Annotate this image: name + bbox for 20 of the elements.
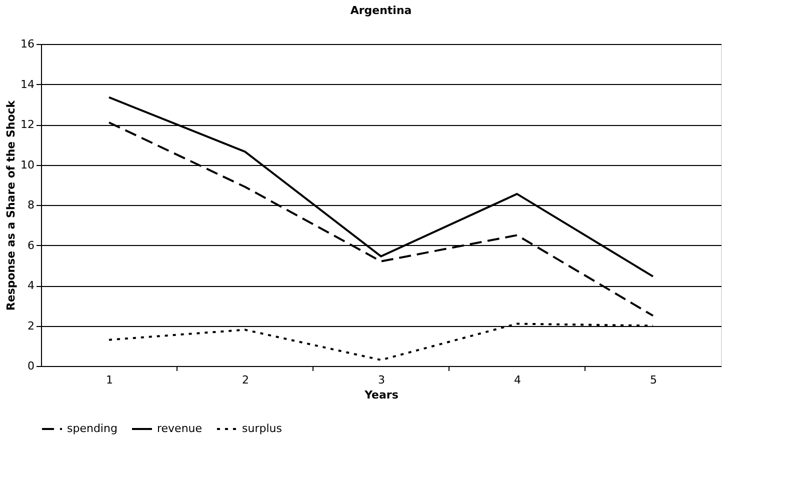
x-tick-label: 5 — [650, 374, 657, 386]
y-tick-label: 16 — [20, 38, 34, 50]
y-tick-label: 8 — [28, 198, 34, 212]
legend-label: spending — [67, 422, 118, 435]
y-tick-label: 2 — [28, 319, 34, 332]
y-tick-label: 6 — [28, 238, 34, 252]
chart-title: Argentina — [350, 4, 412, 17]
x-axis-title: Years — [364, 388, 399, 402]
y-tick-label: 14 — [20, 78, 34, 91]
x-tick-label: 4 — [514, 374, 521, 386]
x-tick-label: 2 — [242, 374, 249, 386]
y-tick-label: 12 — [20, 118, 34, 131]
legend-label: surplus — [242, 422, 282, 435]
x-tick-label: 1 — [106, 374, 113, 386]
y-tick-label: 4 — [28, 279, 34, 292]
y-axis-title: Response as a Share of the Shock — [4, 100, 18, 311]
x-tick-label: 3 — [378, 374, 385, 386]
y-tick-label: 10 — [20, 158, 34, 172]
legend-label: revenue — [157, 422, 202, 435]
y-tick-label: 0 — [28, 360, 34, 372]
